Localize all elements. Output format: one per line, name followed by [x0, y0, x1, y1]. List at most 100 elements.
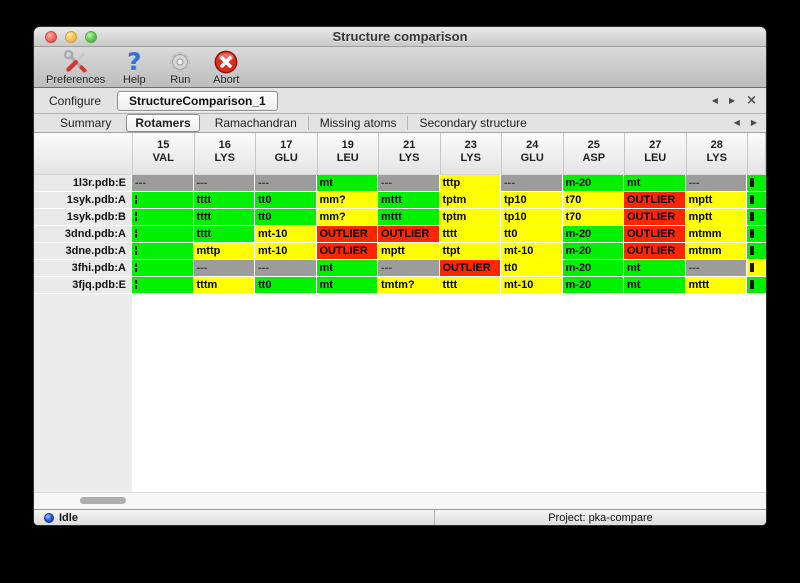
rotamer-cell[interactable]: OUTLIER — [439, 260, 500, 276]
tab-rotamers[interactable]: Rotamers — [126, 114, 200, 132]
abort-button[interactable]: Abort — [209, 49, 243, 86]
rotamer-cell[interactable]: mm? — [316, 209, 377, 225]
rotamer-cell[interactable]: mt — [624, 260, 685, 276]
column-header-15[interactable]: 15 VAL — [133, 133, 195, 174]
rotamer-cell[interactable]: tptm — [439, 192, 500, 208]
tab-missing-atoms[interactable]: Missing atoms — [307, 116, 408, 130]
row-label[interactable]: 3fhi.pdb:A — [34, 260, 131, 276]
preferences-button[interactable]: Preferences — [46, 49, 105, 86]
rotamer-cell[interactable] — [132, 260, 193, 276]
rotamer-cell[interactable]: m-20 — [562, 260, 623, 276]
rotamer-cell[interactable]: OUTLIER — [624, 209, 685, 225]
rotamer-cell[interactable]: mptt — [685, 209, 746, 225]
rotamer-cell[interactable]: mt — [624, 277, 685, 293]
scroll-right-icon[interactable]: ▶ — [728, 95, 736, 105]
rotamer-cell[interactable] — [132, 243, 193, 259]
rotamer-cell[interactable]: OUTLIER — [316, 226, 377, 242]
rotamer-cell[interactable]: tttt — [193, 192, 254, 208]
horizontal-scrollbar-thumb[interactable] — [80, 497, 126, 504]
rotamer-cell[interactable]: mt — [624, 175, 685, 191]
rotamer-cell[interactable] — [132, 226, 193, 242]
rotamer-cell[interactable]: tt0 — [501, 260, 562, 276]
tab-summary[interactable]: Summary — [60, 116, 112, 130]
rotamer-cell[interactable]: m-20 — [562, 243, 623, 259]
rotamer-cell[interactable]: mptt — [378, 243, 439, 259]
rotamer-cell[interactable]: mttt — [378, 192, 439, 208]
rotamer-cell[interactable]: tt0 — [255, 277, 316, 293]
rotamer-cell[interactable]: --- — [685, 175, 746, 191]
rotamer-cell[interactable]: ttpt — [439, 243, 500, 259]
row-label[interactable]: 1l3r.pdb:E — [34, 175, 131, 191]
rotamer-cell-clipped[interactable] — [747, 192, 766, 208]
run-button[interactable]: Run — [163, 49, 197, 86]
rotamer-cell[interactable]: tptm — [439, 209, 500, 225]
row-label[interactable]: 1syk.pdb:B — [34, 209, 131, 225]
rotamer-cell[interactable]: t70 — [562, 192, 623, 208]
rotamer-cell[interactable]: mtmm — [685, 226, 746, 242]
rotamer-cell[interactable]: tt0 — [501, 226, 562, 242]
column-header-23[interactable]: 23 LYS — [441, 133, 502, 174]
rotamer-cell[interactable]: --- — [501, 175, 562, 191]
close-configuration-icon[interactable]: × — [746, 92, 757, 108]
rotamer-cell[interactable]: tt0 — [255, 192, 316, 208]
tab-scroll-right-icon[interactable]: ▶ — [750, 118, 757, 127]
rotamer-cell[interactable]: tt0 — [255, 209, 316, 225]
column-header-16[interactable]: 16 LYS — [195, 133, 256, 174]
rotamer-cell-clipped[interactable] — [747, 277, 766, 293]
rotamer-cell-clipped[interactable] — [747, 260, 766, 276]
rotamer-cell[interactable]: mt — [316, 260, 377, 276]
rotamer-cell[interactable]: tttm — [193, 277, 254, 293]
column-header-19[interactable]: 19 LEU — [318, 133, 379, 174]
tab-scroll-left-icon[interactable]: ◀ — [733, 118, 740, 127]
rotamer-cell[interactable]: m-20 — [562, 175, 623, 191]
rotamer-cell[interactable]: mt — [316, 277, 377, 293]
horizontal-scrollbar[interactable] — [34, 492, 766, 509]
rotamer-cell[interactable]: mttp — [193, 243, 254, 259]
rotamer-cell[interactable] — [132, 192, 193, 208]
rotamer-cell[interactable]: OUTLIER — [624, 192, 685, 208]
rotamer-cell[interactable]: m-20 — [562, 226, 623, 242]
rotamer-cell[interactable]: OUTLIER — [624, 243, 685, 259]
rotamer-cell[interactable]: tttt — [439, 226, 500, 242]
rotamer-cell[interactable]: --- — [378, 260, 439, 276]
rotamer-cell[interactable]: mptt — [685, 192, 746, 208]
rotamer-cell[interactable]: OUTLIER — [378, 226, 439, 242]
rotamer-cell[interactable]: tttt — [193, 209, 254, 225]
row-label[interactable]: 1syk.pdb:A — [34, 192, 131, 208]
titlebar[interactable]: Structure comparison — [34, 27, 766, 47]
rotamer-cell[interactable] — [132, 277, 193, 293]
row-label[interactable]: 3dnd.pdb:A — [34, 226, 131, 242]
rotamer-cell[interactable]: mt-10 — [255, 243, 316, 259]
rotamer-cell-clipped[interactable] — [747, 175, 766, 191]
rotamer-cell-clipped[interactable] — [747, 226, 766, 242]
rotamer-cell[interactable]: mtmm — [685, 243, 746, 259]
rotamer-cell[interactable]: --- — [255, 175, 316, 191]
scroll-left-icon[interactable]: ◀ — [711, 95, 718, 105]
rotamer-cell[interactable]: mm? — [316, 192, 377, 208]
rotamer-cell[interactable]: --- — [132, 175, 193, 191]
help-button[interactable]: ? Help — [117, 49, 151, 86]
rotamer-cell[interactable]: OUTLIER — [624, 226, 685, 242]
column-header-25[interactable]: 25 ASP — [564, 133, 625, 174]
rotamer-cell[interactable]: mt-10 — [501, 243, 562, 259]
rotamer-cell[interactable]: tp10 — [501, 209, 562, 225]
minimize-window-button[interactable] — [65, 31, 77, 43]
rotamer-cell[interactable]: mttt — [685, 277, 746, 293]
rotamer-cell-clipped[interactable] — [747, 243, 766, 259]
row-label[interactable]: 3fjq.pdb:E — [34, 277, 131, 293]
column-header-28[interactable]: 28 LYS — [687, 133, 748, 174]
tab-secondary-structure[interactable]: Secondary structure — [407, 116, 537, 130]
close-window-button[interactable] — [45, 31, 57, 43]
rotamer-cell[interactable]: tmtm? — [378, 277, 439, 293]
rotamer-cell[interactable]: OUTLIER — [316, 243, 377, 259]
rotamer-cell[interactable]: --- — [193, 260, 254, 276]
rotamer-cell[interactable]: tp10 — [501, 192, 562, 208]
rotamer-cell[interactable]: mt-10 — [255, 226, 316, 242]
rotamer-cell[interactable]: mt-10 — [501, 277, 562, 293]
rotamer-cell[interactable]: m-20 — [562, 277, 623, 293]
column-header-27[interactable]: 27 LEU — [625, 133, 687, 174]
zoom-window-button[interactable] — [85, 31, 97, 43]
rotamer-cell[interactable]: mttt — [378, 209, 439, 225]
rotamer-cell[interactable]: tttt — [439, 277, 500, 293]
column-header-24[interactable]: 24 GLU — [502, 133, 564, 174]
